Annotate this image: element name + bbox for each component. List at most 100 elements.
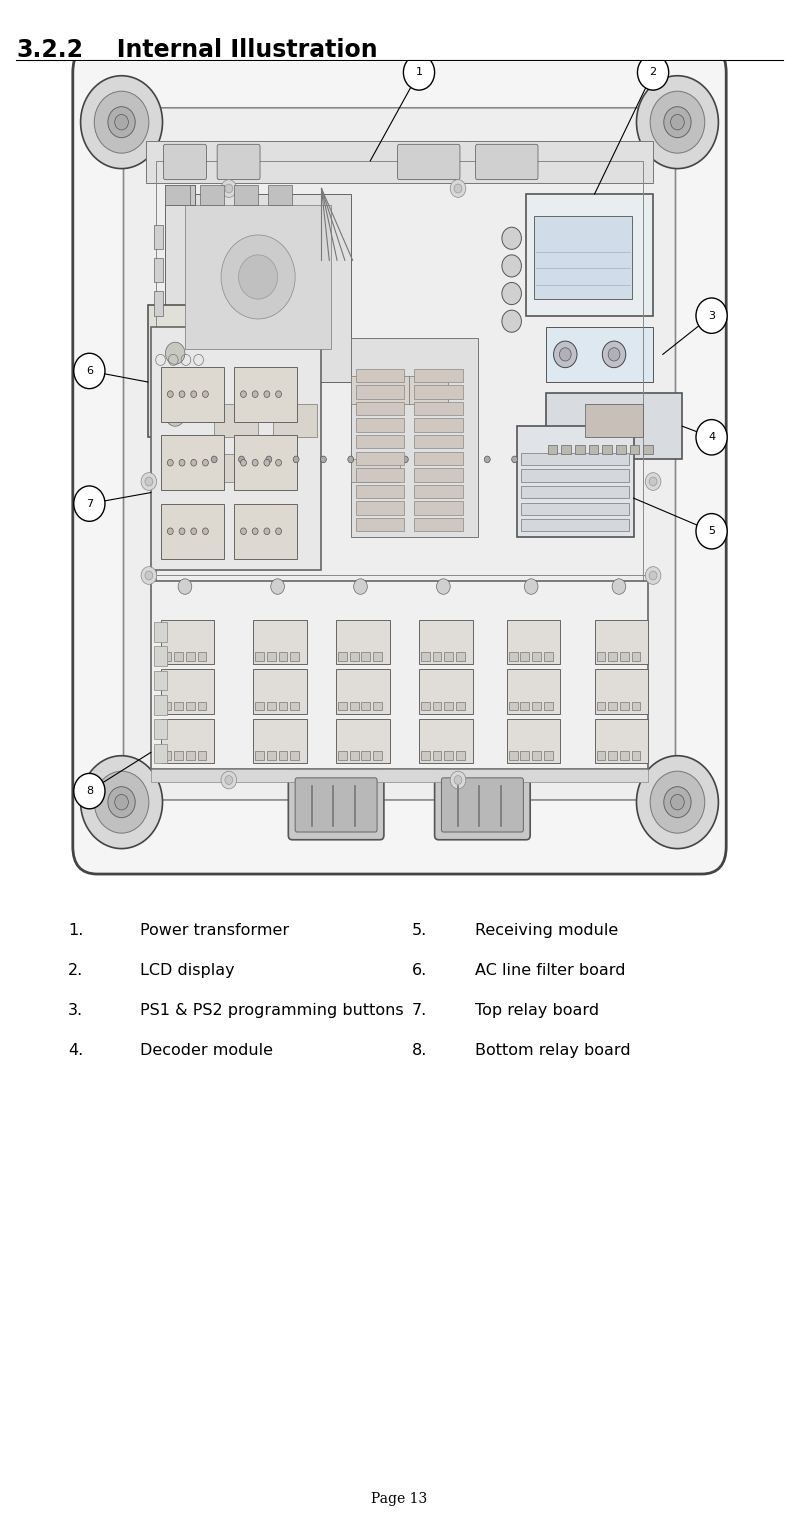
Bar <box>597 652 606 661</box>
Bar <box>268 186 292 206</box>
Text: PS1 & PS2 programming buttons: PS1 & PS2 programming buttons <box>140 1003 403 1019</box>
Circle shape <box>94 772 149 833</box>
Bar <box>433 752 441 761</box>
Text: AC line filter board: AC line filter board <box>475 963 626 979</box>
Bar <box>522 503 629 515</box>
Bar <box>290 752 299 761</box>
Text: Receiving module: Receiving module <box>475 923 618 939</box>
FancyBboxPatch shape <box>288 770 384 839</box>
Bar <box>414 368 463 382</box>
Bar <box>575 445 585 454</box>
Bar <box>233 503 297 558</box>
Circle shape <box>240 459 246 466</box>
Bar <box>414 436 463 448</box>
Circle shape <box>221 179 237 198</box>
Circle shape <box>602 341 626 368</box>
Circle shape <box>165 403 185 426</box>
FancyBboxPatch shape <box>165 186 195 206</box>
Circle shape <box>502 227 522 250</box>
Bar <box>148 305 226 437</box>
Circle shape <box>670 115 684 130</box>
Bar <box>608 701 617 710</box>
Bar <box>214 454 292 482</box>
Circle shape <box>252 459 258 466</box>
Bar <box>161 620 214 664</box>
Circle shape <box>354 578 368 594</box>
Circle shape <box>612 578 626 594</box>
Circle shape <box>670 795 684 810</box>
Bar <box>153 719 168 739</box>
Text: 5.: 5. <box>411 923 427 939</box>
Circle shape <box>115 115 129 130</box>
Bar <box>161 436 224 491</box>
Bar <box>350 752 359 761</box>
Bar <box>522 469 629 482</box>
Circle shape <box>502 310 522 333</box>
Bar <box>594 669 648 713</box>
Circle shape <box>524 578 538 594</box>
Bar <box>351 459 400 482</box>
Bar <box>356 385 404 399</box>
Bar <box>373 701 382 710</box>
Bar <box>414 451 463 465</box>
Circle shape <box>502 282 522 305</box>
Bar <box>146 141 653 183</box>
Circle shape <box>450 179 466 198</box>
Circle shape <box>450 772 466 788</box>
Bar <box>507 620 560 664</box>
Circle shape <box>191 391 197 397</box>
Circle shape <box>403 55 435 91</box>
Circle shape <box>81 756 162 848</box>
Bar <box>608 752 617 761</box>
Bar <box>197 701 206 710</box>
Text: Decoder module: Decoder module <box>140 1043 272 1058</box>
Circle shape <box>165 373 185 396</box>
Bar <box>197 752 206 761</box>
Text: 3.: 3. <box>68 1003 83 1019</box>
FancyBboxPatch shape <box>164 144 206 179</box>
Bar <box>594 620 648 664</box>
Bar <box>233 436 297 491</box>
Bar <box>162 652 171 661</box>
Bar <box>597 752 606 761</box>
Bar <box>153 670 168 690</box>
Bar <box>161 669 214 713</box>
FancyBboxPatch shape <box>435 770 531 839</box>
Circle shape <box>252 391 258 397</box>
Circle shape <box>264 391 270 397</box>
Bar <box>433 701 441 710</box>
Circle shape <box>430 456 435 463</box>
Circle shape <box>179 459 185 466</box>
Bar <box>200 186 224 206</box>
Circle shape <box>168 528 173 534</box>
Circle shape <box>511 456 518 463</box>
Bar <box>338 752 347 761</box>
Bar <box>165 186 190 206</box>
Bar <box>253 719 307 764</box>
Text: Bottom relay board: Bottom relay board <box>475 1043 631 1058</box>
Bar <box>174 752 183 761</box>
Circle shape <box>646 472 661 491</box>
Circle shape <box>454 184 462 193</box>
Bar <box>338 652 347 661</box>
Text: 8: 8 <box>85 785 93 796</box>
Bar <box>532 652 541 661</box>
Bar <box>151 327 321 571</box>
Circle shape <box>191 459 197 466</box>
FancyBboxPatch shape <box>217 144 260 179</box>
Circle shape <box>348 456 354 463</box>
Text: 4.: 4. <box>68 1043 83 1058</box>
Text: 1: 1 <box>415 67 423 77</box>
Bar <box>350 701 359 710</box>
Bar <box>456 701 465 710</box>
Circle shape <box>320 456 326 463</box>
Bar <box>444 752 453 761</box>
Bar <box>351 376 409 403</box>
Circle shape <box>457 456 463 463</box>
Bar <box>516 426 634 537</box>
Circle shape <box>179 391 185 397</box>
Bar <box>616 445 626 454</box>
Circle shape <box>74 353 105 388</box>
Circle shape <box>225 776 233 784</box>
Bar <box>165 193 351 382</box>
